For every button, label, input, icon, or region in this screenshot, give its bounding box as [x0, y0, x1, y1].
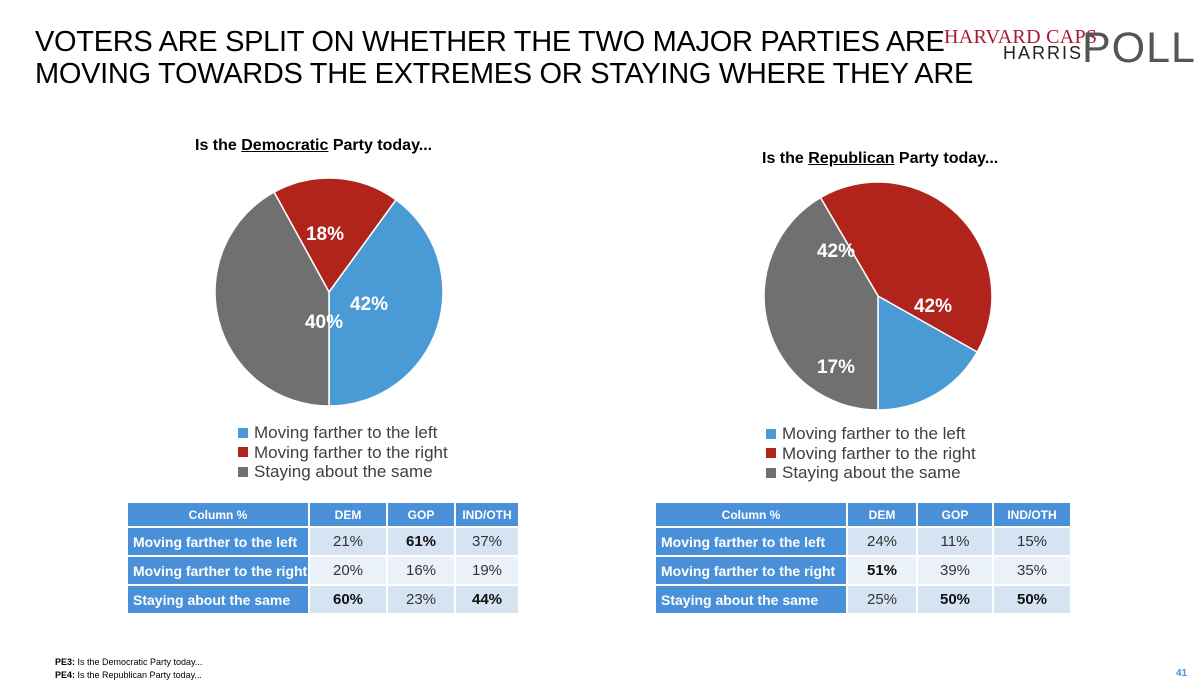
legend-item-left: Moving farther to the left	[238, 423, 448, 443]
slice-same	[214, 191, 330, 407]
chart-2-legend: Moving farther to the left Moving farthe…	[766, 424, 976, 483]
legend-swatch-left	[766, 428, 776, 439]
footnote-pe4: PE4: Is the Republican Party today...	[55, 669, 202, 682]
header-column-pct: Column %	[126, 501, 310, 528]
slice-left	[328, 198, 444, 407]
legend-item-same: Staying about the same	[238, 462, 448, 482]
data-label-same: 42%	[914, 296, 952, 317]
page-title: VOTERS ARE SPLIT ON WHETHER THE TWO MAJO…	[35, 26, 973, 90]
slice-left	[877, 294, 979, 411]
legend-item-left: Moving farther to the left	[766, 424, 976, 444]
footnote-text: Is the Democratic Party today...	[75, 657, 203, 667]
footnote-code: PE3:	[55, 657, 76, 667]
cell-dem: 20%	[308, 555, 388, 586]
footnote-pe3: PE3: Is the Democratic Party today...	[55, 656, 202, 669]
page-title-line-1: VOTERS ARE SPLIT ON WHETHER THE TWO MAJO…	[35, 26, 945, 58]
chart-2-title-party: Republican	[808, 150, 895, 167]
table-row: Moving farther to the left 21% 61% 37%	[126, 526, 520, 557]
legend-label-same: Staying about the same	[254, 462, 433, 481]
legend-swatch-right	[238, 447, 248, 458]
crosstab-democratic: Column % DEM GOP IND/OTH Moving farther …	[126, 501, 520, 615]
cell-dem: 21%	[308, 526, 388, 557]
header-gop: GOP	[386, 501, 456, 528]
table-row: Staying about the same 60% 23% 44%	[126, 584, 520, 615]
table-header-row: Column % DEM GOP IND/OTH	[126, 501, 520, 528]
cell-gop: 11%	[916, 526, 994, 557]
header-ind-oth: IND/OTH	[454, 501, 520, 528]
logo-line-1: HARVARD CAPS	[944, 26, 1098, 48]
legend-item-same: Staying about the same	[766, 463, 976, 483]
cell-ind-oth: 44%	[454, 584, 520, 615]
legend-item-right: Moving farther to the right	[238, 443, 448, 463]
cell-ind-oth: 15%	[992, 526, 1072, 557]
cell-gop: 16%	[386, 555, 456, 586]
cell-dem: 51%	[846, 555, 918, 586]
table-row: Moving farther to the left 24% 11% 15%	[654, 526, 1072, 557]
page-title-line-2: MOVING TOWARDS THE EXTREMES OR STAYING W…	[35, 58, 974, 90]
header-dem: DEM	[846, 501, 918, 528]
chart-2-title-prefix: Is the	[762, 150, 809, 167]
header-ind-oth: IND/OTH	[992, 501, 1072, 528]
crosstab-republican: Column % DEM GOP IND/OTH Moving farther …	[654, 501, 1072, 615]
footnotes: PE3: Is the Democratic Party today... PE…	[55, 656, 202, 682]
data-label-left: 17%	[817, 357, 855, 378]
legend-label-same: Staying about the same	[782, 463, 961, 482]
chart-1-title-prefix: Is the	[195, 137, 242, 154]
row-label: Moving farther to the right	[654, 555, 848, 586]
row-label: Moving farther to the left	[126, 526, 310, 557]
legend-swatch-right	[766, 448, 776, 459]
chart-1-title: Is the Democratic Party today...	[195, 137, 432, 155]
chart-2-title: Is the Republican Party today...	[762, 150, 998, 168]
legend-swatch-left	[238, 427, 248, 438]
footnote-code: PE4:	[55, 670, 76, 680]
legend-label-right: Moving farther to the right	[782, 443, 976, 463]
cell-dem: 25%	[846, 584, 918, 615]
cell-ind-oth: 50%	[992, 584, 1072, 615]
slice-right	[273, 177, 398, 294]
row-label: Moving farther to the left	[654, 526, 848, 557]
cell-gop: 50%	[916, 584, 994, 615]
cell-ind-oth: 19%	[454, 555, 520, 586]
chart-1-title-suffix: Party today...	[328, 137, 433, 154]
legend-label-left: Moving farther to the left	[254, 423, 438, 442]
table-row: Staying about the same 25% 50% 50%	[654, 584, 1072, 615]
table-header-row: Column % DEM GOP IND/OTH	[654, 501, 1072, 528]
header-dem: DEM	[308, 501, 388, 528]
chart-2-title-suffix: Party today...	[894, 150, 999, 167]
data-label-same: 42%	[350, 294, 388, 315]
legend-item-right: Moving farther to the right	[766, 444, 976, 464]
logo-line-3: POLL	[1082, 24, 1196, 72]
legend-label-left: Moving farther to the left	[782, 424, 966, 443]
table-row: Moving farther to the right 20% 16% 19%	[126, 555, 520, 586]
cell-ind-oth: 37%	[454, 526, 520, 557]
table-row: Moving farther to the right 51% 39% 35%	[654, 555, 1072, 586]
cell-gop: 39%	[916, 555, 994, 586]
cell-dem: 24%	[846, 526, 918, 557]
slice-same	[763, 196, 879, 411]
chart-1-title-party: Democratic	[241, 137, 329, 154]
data-label-right: 42%	[817, 241, 855, 262]
cell-ind-oth: 35%	[992, 555, 1072, 586]
legend-swatch-same	[238, 466, 248, 477]
footnote-text: Is the Republican Party today...	[75, 670, 202, 680]
row-label: Staying about the same	[126, 584, 310, 615]
header-gop: GOP	[916, 501, 994, 528]
logo-line-2: HARRIS	[1003, 43, 1084, 63]
row-label: Staying about the same	[654, 584, 848, 615]
harvard-caps-harris-poll-logo: HARVARD CAPS HARRIS POLL	[944, 24, 1195, 72]
row-label: Moving farther to the right	[126, 555, 310, 586]
data-label-right: 18%	[306, 224, 344, 245]
cell-gop: 23%	[386, 584, 456, 615]
legend-swatch-same	[766, 467, 776, 478]
cell-gop: 61%	[386, 526, 456, 557]
legend-label-right: Moving farther to the right	[254, 442, 448, 462]
header-column-pct: Column %	[654, 501, 848, 528]
page-number: 41	[1176, 668, 1188, 679]
data-label-left: 40%	[305, 312, 343, 333]
chart-1-legend: Moving farther to the left Moving farthe…	[238, 423, 448, 482]
slice-right	[819, 181, 993, 353]
cell-dem: 60%	[308, 584, 388, 615]
